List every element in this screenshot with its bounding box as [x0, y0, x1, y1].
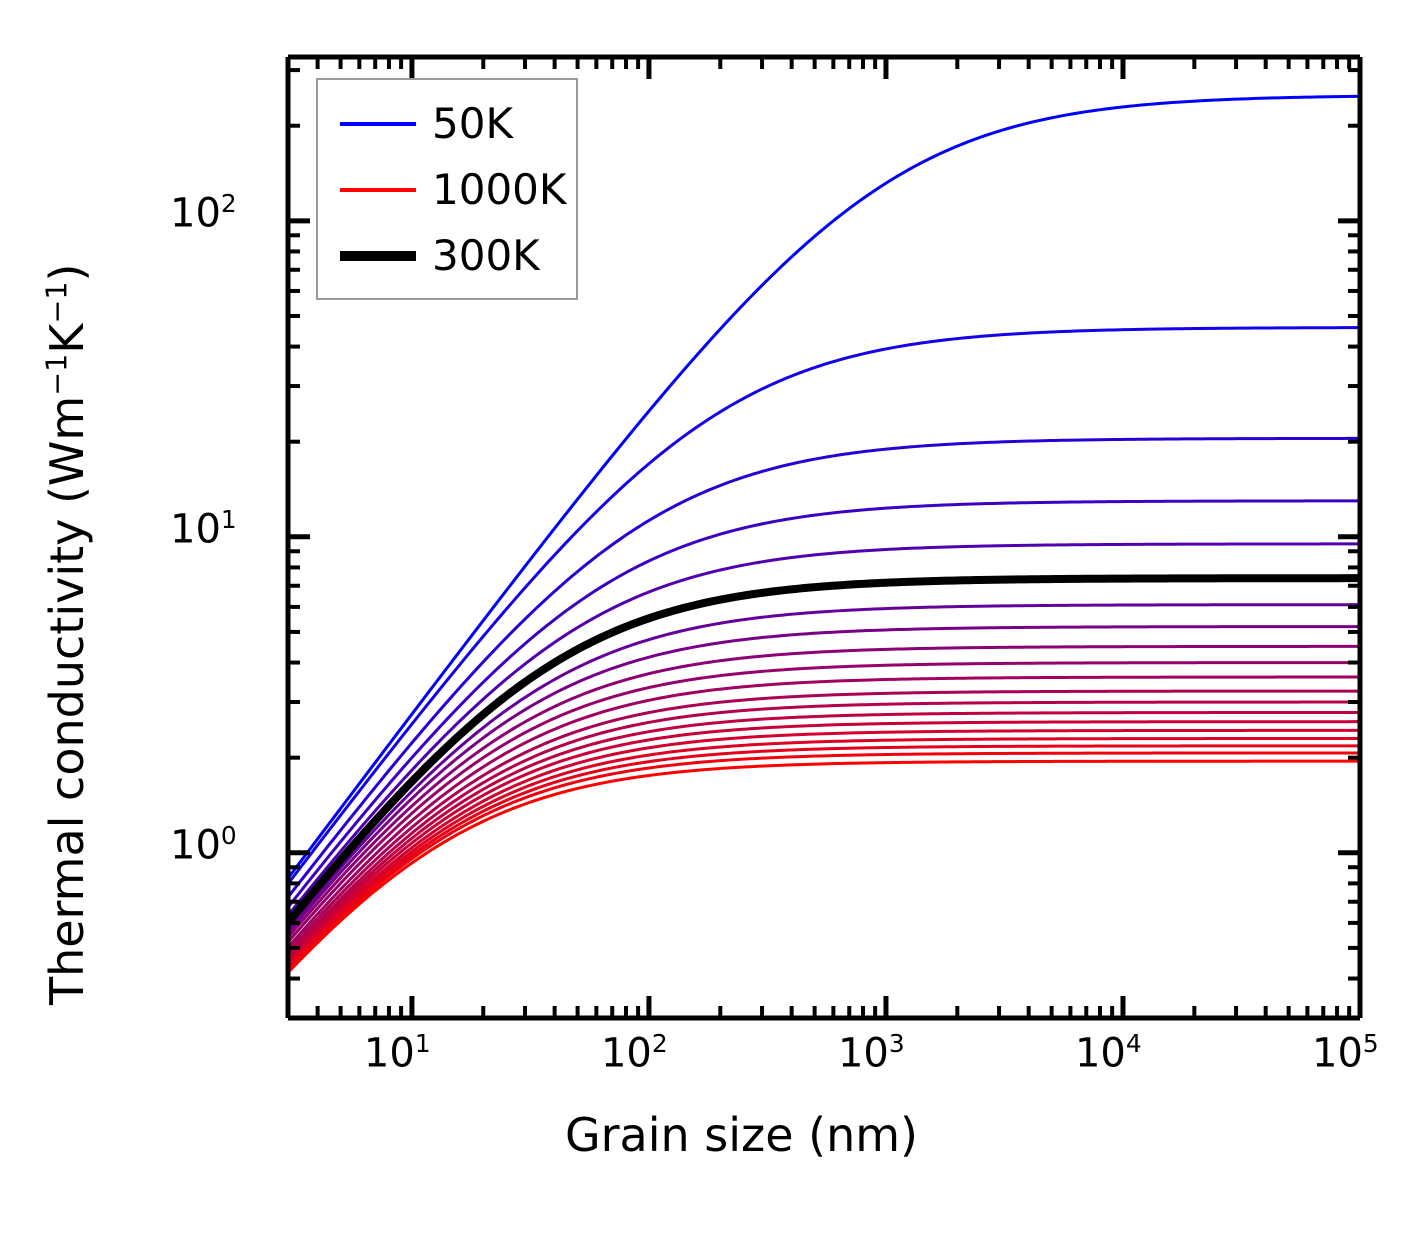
series-line: [288, 542, 1360, 917]
x-tick-label: 104: [1075, 1029, 1142, 1076]
y-axis-title-exp2: −1: [40, 281, 74, 324]
x-tick-mantissa: 10: [600, 1030, 652, 1077]
series-line: [288, 751, 1360, 972]
series-line: [288, 700, 1360, 957]
x-tick-exponent: 3: [888, 1029, 905, 1058]
series-line: [288, 744, 1360, 971]
series-line: [288, 94, 1360, 880]
x-tick-label: 102: [601, 1029, 668, 1076]
x-tick-label: 103: [838, 1029, 905, 1076]
legend-label: 50K: [432, 99, 513, 148]
series-line: [288, 644, 1360, 939]
legend-label: 300K: [432, 231, 540, 280]
series-line: [288, 326, 1360, 886]
x-tick-label: 105: [1312, 1029, 1379, 1076]
x-tick-mantissa: 10: [1312, 1030, 1363, 1077]
x-tick-exponent: 2: [651, 1029, 668, 1058]
x-tick-exponent: 1: [414, 1029, 431, 1058]
x-tick-mantissa: 10: [837, 1030, 889, 1077]
legend-swatch: [340, 188, 416, 192]
legend-item[interactable]: 300K: [318, 226, 576, 286]
x-tick-exponent: 4: [1125, 1029, 1142, 1058]
series-line: [288, 603, 1360, 931]
y-tick-mantissa: 10: [170, 822, 221, 869]
y-axis-title-close: ): [40, 263, 94, 282]
series-line: [288, 625, 1360, 935]
x-tick-label: 101: [364, 1029, 431, 1076]
legend-item[interactable]: 1000K: [318, 160, 576, 220]
series-line: [288, 711, 1360, 960]
series-line: [288, 661, 1360, 944]
y-axis-title-base: Thermal conductivity (Wm: [40, 395, 94, 1005]
curve-group: [288, 94, 1360, 975]
series-line: [288, 737, 1360, 968]
y-axis-title-mid: K: [40, 323, 94, 354]
axes-frame: [285, 54, 1363, 1021]
legend-label: 1000K: [432, 165, 567, 214]
x-axis-title: Grain size (nm): [565, 1108, 918, 1162]
series-line: [288, 689, 1360, 953]
y-tick-label: 101: [170, 505, 237, 552]
series-line: [288, 728, 1360, 966]
y-tick-label: 100: [170, 821, 237, 868]
chart-legend[interactable]: 50K 1000K 300K: [316, 78, 578, 300]
legend-swatch: [340, 122, 416, 126]
y-axis-title-exp1: −1: [40, 353, 74, 396]
series-line: [288, 574, 1360, 927]
y-tick-exponent: 2: [220, 188, 237, 218]
x-tick-mantissa: 10: [1074, 1030, 1126, 1077]
y-tick-mantissa: 10: [170, 506, 221, 553]
series-line: [288, 759, 1360, 975]
y-tick-exponent: 0: [220, 820, 237, 850]
y-tick-mantissa: 10: [170, 190, 221, 237]
series-line: [288, 675, 1360, 949]
y-tick-label: 102: [170, 189, 237, 236]
x-tick-exponent: 5: [1362, 1029, 1379, 1058]
x-tick-mantissa: 10: [363, 1030, 415, 1077]
series-line: [288, 720, 1360, 963]
series-line: [288, 499, 1360, 909]
y-tick-exponent: 1: [220, 504, 237, 534]
legend-item[interactable]: 50K: [318, 94, 576, 154]
series-line: [288, 436, 1360, 899]
legend-swatch: [340, 251, 416, 261]
y-axis-title: Thermal conductivity (Wm−1K−1): [40, 264, 94, 1005]
